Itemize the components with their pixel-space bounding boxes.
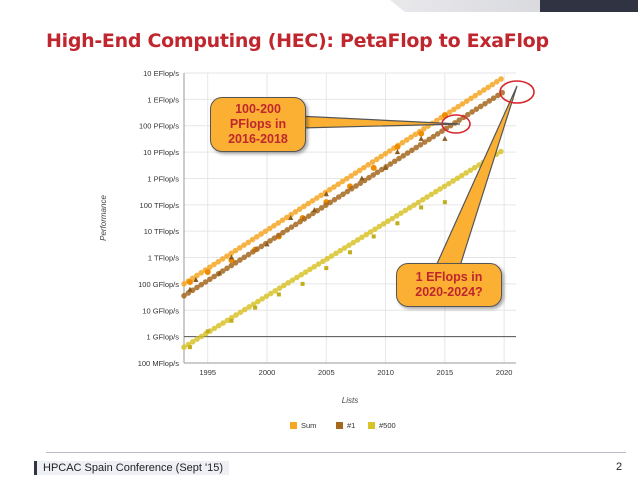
legend-swatch-500 (368, 422, 375, 429)
y-tick-label-1: 1 EFlop/s (147, 95, 179, 104)
point-sum-1 (204, 269, 211, 276)
callout-petaflops: 100-200 PFlops in 2016-2018 (210, 97, 306, 152)
point-1-12 (442, 135, 448, 141)
x-axis-label: Lists (342, 396, 358, 405)
highlight-ellipse-2020 (499, 80, 535, 104)
point-500-1 (205, 329, 210, 334)
callout-petaflops-line-3: 2016-2018 (228, 132, 288, 146)
slide-title: High-End Computing (HEC): PetaFlop to Ex… (46, 30, 549, 52)
point-1-6 (311, 207, 318, 213)
point-1-9 (382, 164, 389, 170)
trend-500 (181, 146, 507, 350)
top-decor-bar (0, 0, 638, 12)
legend-label-500: #500 (379, 421, 396, 430)
point-1-1 (193, 276, 199, 282)
callout-exaflops: 1 EFlops in 2020-2024? (396, 263, 502, 307)
page-number: 2 (616, 461, 623, 473)
point-500-0 (187, 345, 192, 350)
point-500-11 (442, 200, 447, 205)
legend-label-sum: Sum (301, 421, 316, 430)
y-tick-label-4: 1 PFlop/s (147, 174, 179, 183)
point-1-2 (216, 270, 223, 276)
y-tick-label-9: 10 GFlop/s (142, 306, 179, 315)
top-decor-dark (540, 0, 638, 12)
x-tick-label-5: 2020 (496, 368, 513, 377)
point-500-6 (324, 266, 329, 271)
y-tick-label-7: 1 TFlop/s (148, 254, 179, 263)
trend-1 (181, 88, 507, 299)
point-1-11 (418, 135, 424, 141)
point-1-0 (187, 286, 193, 292)
y-axis-label: Performance (99, 195, 108, 241)
point-500-4 (276, 292, 281, 297)
y-tick-label-6: 10 TFlop/s (144, 227, 180, 236)
x-tick-label-0: 1995 (199, 368, 216, 377)
x-tick-label-2: 2005 (318, 368, 335, 377)
footer-conference: HPCAC Spain Conference (Sept '15) (34, 461, 230, 475)
legend-swatch-sum (290, 422, 297, 429)
callout-exaflops-line-1: 1 EFlops in (415, 270, 483, 284)
point-500-7 (348, 250, 352, 255)
y-tick-label-10: 1 GFlop/s (146, 333, 179, 342)
y-tick-label-2: 100 PFlop/s (139, 122, 179, 131)
callout-petaflops-line-1: 100-200 (235, 102, 281, 116)
callout-petaflops-line-2: PFlops in (229, 117, 287, 131)
point-1-5 (288, 215, 294, 220)
callout-exaflops-line-2: 2020-2024? (415, 285, 483, 299)
legend-label-1: #1 (347, 421, 355, 430)
y-tick-label-5: 100 TFlop/s (140, 201, 180, 210)
point-500-2 (229, 318, 234, 323)
point-500-5 (300, 281, 305, 286)
point-500-8 (371, 234, 376, 239)
x-tick-label-1: 2000 (259, 368, 276, 377)
footer-divider (46, 452, 626, 453)
y-tick-label-0: 10 EFlop/s (143, 69, 179, 78)
x-tick-label-3: 2010 (377, 368, 394, 377)
point-sum-9 (394, 143, 401, 150)
point-1-7 (323, 191, 329, 197)
point-1-3 (228, 254, 235, 260)
point-500-9 (395, 221, 400, 226)
legend-swatch-1 (336, 422, 343, 429)
trend-sum (181, 74, 507, 287)
x-tick-label-4: 2015 (437, 368, 454, 377)
point-500-10 (419, 205, 424, 210)
point-sum-0 (186, 279, 193, 286)
point-1-10 (394, 149, 401, 155)
point-1-8 (359, 175, 365, 181)
point-sum-8 (370, 164, 377, 171)
point-sum-10 (418, 130, 425, 137)
point-1-4 (264, 241, 270, 247)
highlight-ellipse-2016 (441, 114, 471, 134)
y-tick-label-3: 10 PFlop/s (143, 148, 179, 157)
y-tick-label-8: 100 GFlop/s (138, 280, 179, 289)
y-tick-label-11: 100 MFlop/s (138, 359, 180, 368)
point-500-3 (253, 305, 258, 310)
